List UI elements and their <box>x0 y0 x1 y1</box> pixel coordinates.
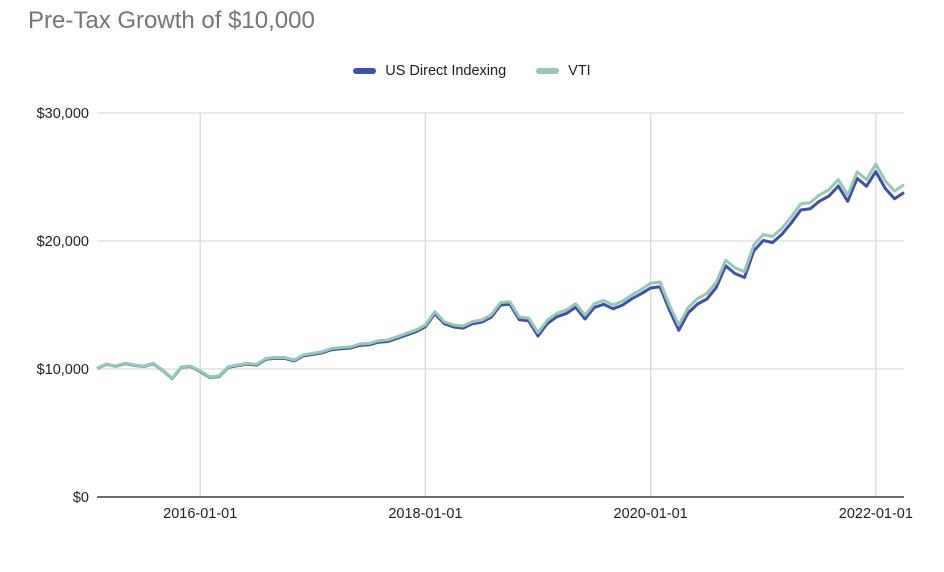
chart-legend: US Direct Indexing VTI <box>0 63 944 79</box>
legend-swatch-us-direct-indexing <box>353 68 377 74</box>
x-axis-tick-label: 2020-01-01 <box>614 506 688 522</box>
x-axis-tick-label: 2022-01-01 <box>839 506 913 522</box>
series-line-vti <box>96 162 905 380</box>
legend-label-us-direct-indexing: US Direct Indexing <box>385 63 507 79</box>
legend-item-vti: VTI <box>536 63 591 79</box>
y-axis-tick-label: $20,000 <box>37 234 89 250</box>
x-axis-tick-label: 2016-01-01 <box>163 506 237 522</box>
legend-swatch-vti <box>536 68 560 74</box>
y-axis-tick-label: $0 <box>73 490 89 506</box>
series-line-us-direct-indexing <box>96 170 905 381</box>
y-axis-tick-label: $10,000 <box>37 362 89 378</box>
legend-label-vti: VTI <box>568 63 591 79</box>
y-axis-tick-label: $30,000 <box>37 106 89 122</box>
chart-title: Pre-Tax Growth of $10,000 <box>28 7 315 34</box>
x-axis-tick-label: 2018-01-01 <box>388 506 462 522</box>
legend-item-us-direct-indexing: US Direct Indexing <box>353 63 506 79</box>
